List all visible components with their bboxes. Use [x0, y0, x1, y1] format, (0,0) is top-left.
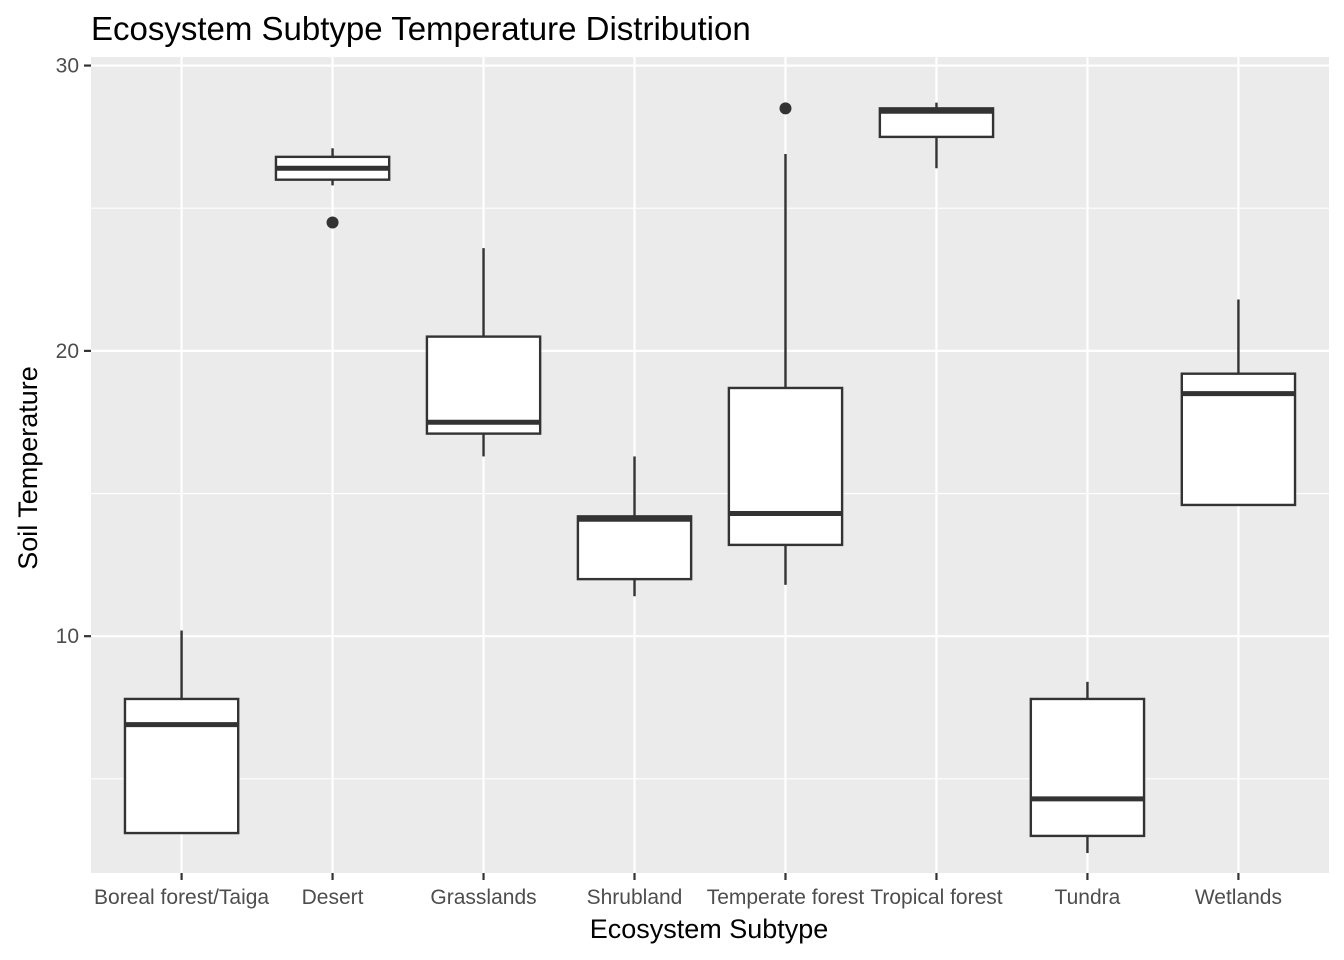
box-shrubland [576, 456, 693, 597]
box-temperate-forest [727, 102, 844, 585]
box-iqr [425, 335, 542, 435]
y-tick-label: 20 [56, 340, 79, 363]
box-iqr [576, 515, 693, 581]
chart-title: Ecosystem Subtype Temperature Distributi… [91, 10, 751, 47]
x-axis: Boreal forest/Taiga Desert Grasslands Shrub… [94, 873, 1282, 909]
y-tick-label: 10 [56, 625, 79, 648]
y-axis-title: Soil Temperature [13, 366, 43, 570]
x-axis-title: Ecosystem Subtype [590, 914, 829, 944]
box-iqr [123, 697, 240, 835]
box-wetlands [1180, 299, 1297, 507]
outlier-point [779, 102, 792, 115]
box-iqr [1029, 697, 1146, 838]
boxes [123, 102, 1297, 854]
x-tick-label: Tundra [1055, 886, 1121, 909]
x-tick-label: Grasslands [430, 886, 536, 909]
box-desert [274, 148, 391, 229]
x-tick-label: Boreal forest/Taiga [94, 886, 269, 909]
x-tick-label: Tropical forest [870, 886, 1002, 909]
outlier-point [326, 216, 339, 229]
box-tropical-forest [878, 102, 995, 169]
x-tick-label: Shrubland [587, 886, 683, 909]
x-tick-label: Wetlands [1195, 886, 1282, 909]
box-grasslands [425, 248, 542, 457]
x-tick-label: Desert [302, 886, 364, 909]
box-tundra [1029, 681, 1146, 854]
y-tick-label: 30 [56, 55, 79, 78]
y-axis: 10 20 30 [56, 55, 91, 648]
x-tick-label: Temperate forest [707, 886, 865, 909]
box-iqr [727, 386, 844, 547]
box-boreal-forest-taiga [123, 630, 240, 835]
